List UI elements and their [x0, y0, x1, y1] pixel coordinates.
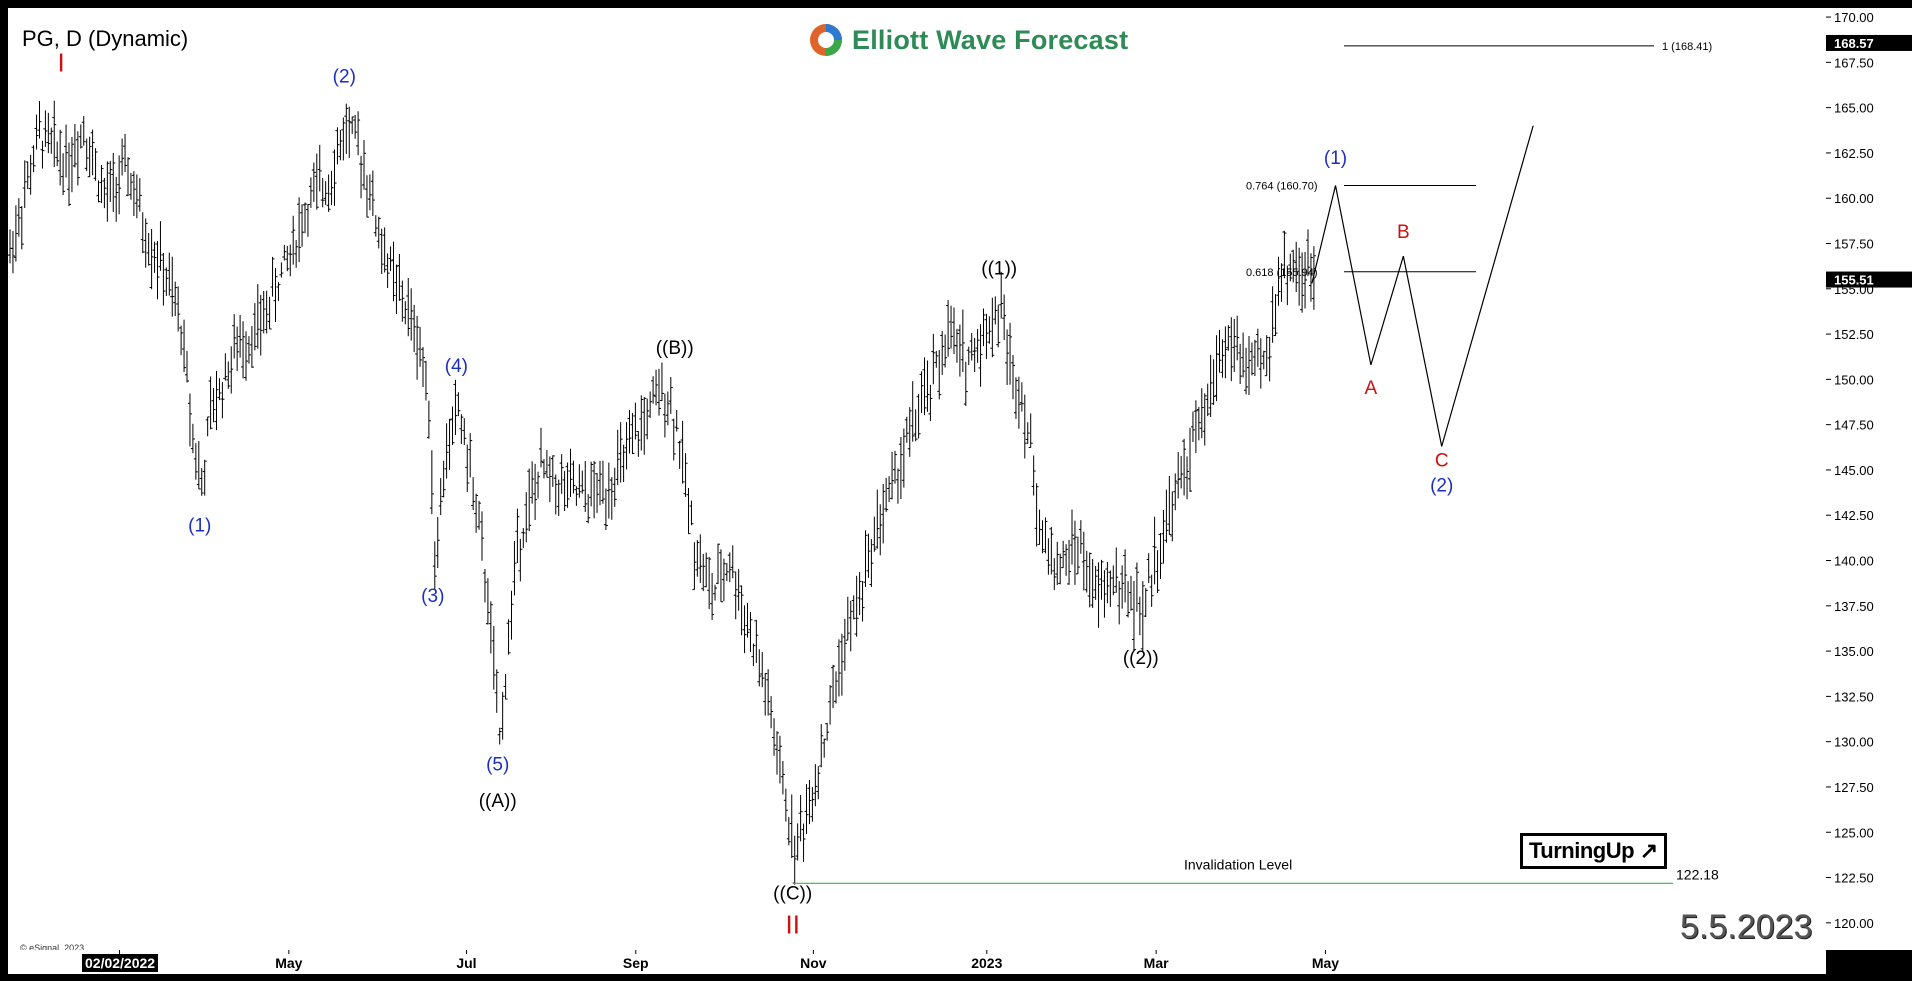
symbol-title: PG, D (Dynamic) — [22, 26, 189, 51]
wave-label: ((A)) — [479, 791, 517, 812]
wave-label: (2) — [333, 66, 356, 87]
wave-label: A — [1365, 378, 1378, 399]
price-axis-svg: 120.00 122.50 125.00 127.50 130.00 132.50 135.… — [1826, 10, 1912, 931]
wave-label: (2) — [1430, 476, 1453, 497]
y-tick-label: 160.00 — [1834, 191, 1874, 206]
fib-label-100: 1 (168.41) — [1662, 41, 1712, 53]
y-tick-label: 130.00 — [1834, 735, 1874, 750]
y-tick-label: 127.50 — [1834, 780, 1874, 795]
logo-icon — [810, 24, 842, 56]
arrow-up-right-icon: ↗ — [1639, 838, 1658, 863]
wave-label: ((C)) — [773, 883, 812, 904]
y-tick-label: 162.50 — [1834, 146, 1874, 161]
wave-label: (3) — [421, 586, 444, 607]
wave-label: ((B)) — [656, 338, 694, 359]
price-flag-bg — [1826, 34, 1912, 51]
x-tick-label: Mar — [1144, 955, 1169, 971]
price-chart-svg[interactable]: 0.618 (155.94) 0.764 (160.70) 1 (168.41) I… — [8, 8, 1826, 950]
projection-line — [1311, 125, 1534, 447]
time-axis-start-label: 02/02/2022 — [82, 954, 159, 972]
y-tick-label: 132.50 — [1834, 689, 1874, 704]
wave-labels: I (1) (2) (3) (4) (5) ((A)) ((B)) ((C)) II ((1)) ((… — [57, 47, 1453, 939]
x-tick-label: Jul — [456, 955, 476, 971]
y-tick-label: 147.50 — [1834, 418, 1874, 433]
y-tick-label: 140.00 — [1834, 554, 1874, 569]
wave-label: ((2)) — [1123, 648, 1159, 669]
wave-label: I — [57, 47, 64, 77]
y-tick-label: 120.00 — [1834, 916, 1874, 931]
price-flag-label: 155.51 — [1834, 273, 1874, 288]
wave-label: (1) — [188, 516, 211, 537]
y-tick-label: 167.50 — [1834, 55, 1874, 70]
turningup-badge: TurningUp ↗ — [1520, 833, 1667, 869]
y-tick-label: 145.00 — [1834, 463, 1874, 478]
logo-text: Elliott Wave Forecast — [852, 24, 1129, 55]
brand-logo: Elliott Wave Forecast — [808, 22, 1128, 58]
copyright-text: © eSignal, 2023 — [20, 943, 85, 953]
price-flag-bg — [1826, 271, 1912, 288]
wave-label: B — [1397, 222, 1410, 243]
wave-label: ((1)) — [981, 258, 1017, 279]
time-axis-svg: MarMayJulSepNov2023MarMay — [107, 950, 1339, 971]
fib-label-0.618: 0.618 (155.94) — [1246, 267, 1318, 279]
invalidation-level: Invalidation Level 122.18 — [792, 856, 1719, 884]
x-tick-label: Nov — [800, 955, 827, 971]
y-tick-label: 157.50 — [1834, 237, 1874, 252]
plot-area[interactable]: 0.618 (155.94) 0.764 (160.70) 1 (168.41) I… — [8, 8, 1826, 953]
y-tick-label: 122.50 — [1834, 871, 1874, 886]
x-tick-label: May — [275, 955, 302, 971]
price-axis[interactable]: 120.00 122.50 125.00 127.50 130.00 132.50 135.… — [1826, 8, 1912, 950]
fib-levels: 0.618 (155.94) 0.764 (160.70) 1 (168.41) — [1246, 41, 1712, 279]
price-flag-label: 168.57 — [1834, 36, 1874, 51]
y-tick-label: 152.50 — [1834, 327, 1874, 342]
ohlc-bars — [8, 100, 1316, 885]
y-tick-label: 170.00 — [1834, 10, 1874, 25]
wave-label: (4) — [445, 356, 468, 377]
x-tick-label: May — [1312, 955, 1339, 971]
invalidation-label: Invalidation Level — [1184, 856, 1292, 872]
fib-label-0.764: 0.764 (160.70) — [1246, 181, 1318, 193]
badge-text: TurningUp — [1529, 838, 1635, 863]
wave-label: (1) — [1324, 148, 1347, 169]
wave-label: C — [1435, 450, 1449, 471]
y-tick-label: 150.00 — [1834, 372, 1874, 387]
y-tick-label: 165.00 — [1834, 101, 1874, 116]
invalidation-value: 122.18 — [1676, 866, 1719, 882]
y-tick-label: 142.50 — [1834, 508, 1874, 523]
x-tick-label: Sep — [623, 955, 649, 971]
time-axis[interactable]: MarMayJulSepNov2023MarMay — [8, 950, 1826, 974]
projection-path — [1311, 125, 1534, 447]
date-stamp: 5.5.2023 — [1680, 908, 1813, 946]
wave-label: II — [785, 910, 799, 940]
y-tick-label: 135.00 — [1834, 644, 1874, 659]
x-tick-label: 2023 — [971, 955, 1002, 971]
y-tick-label: 125.00 — [1834, 825, 1874, 840]
y-tick-label: 137.50 — [1834, 599, 1874, 614]
wave-label: (5) — [486, 755, 509, 776]
